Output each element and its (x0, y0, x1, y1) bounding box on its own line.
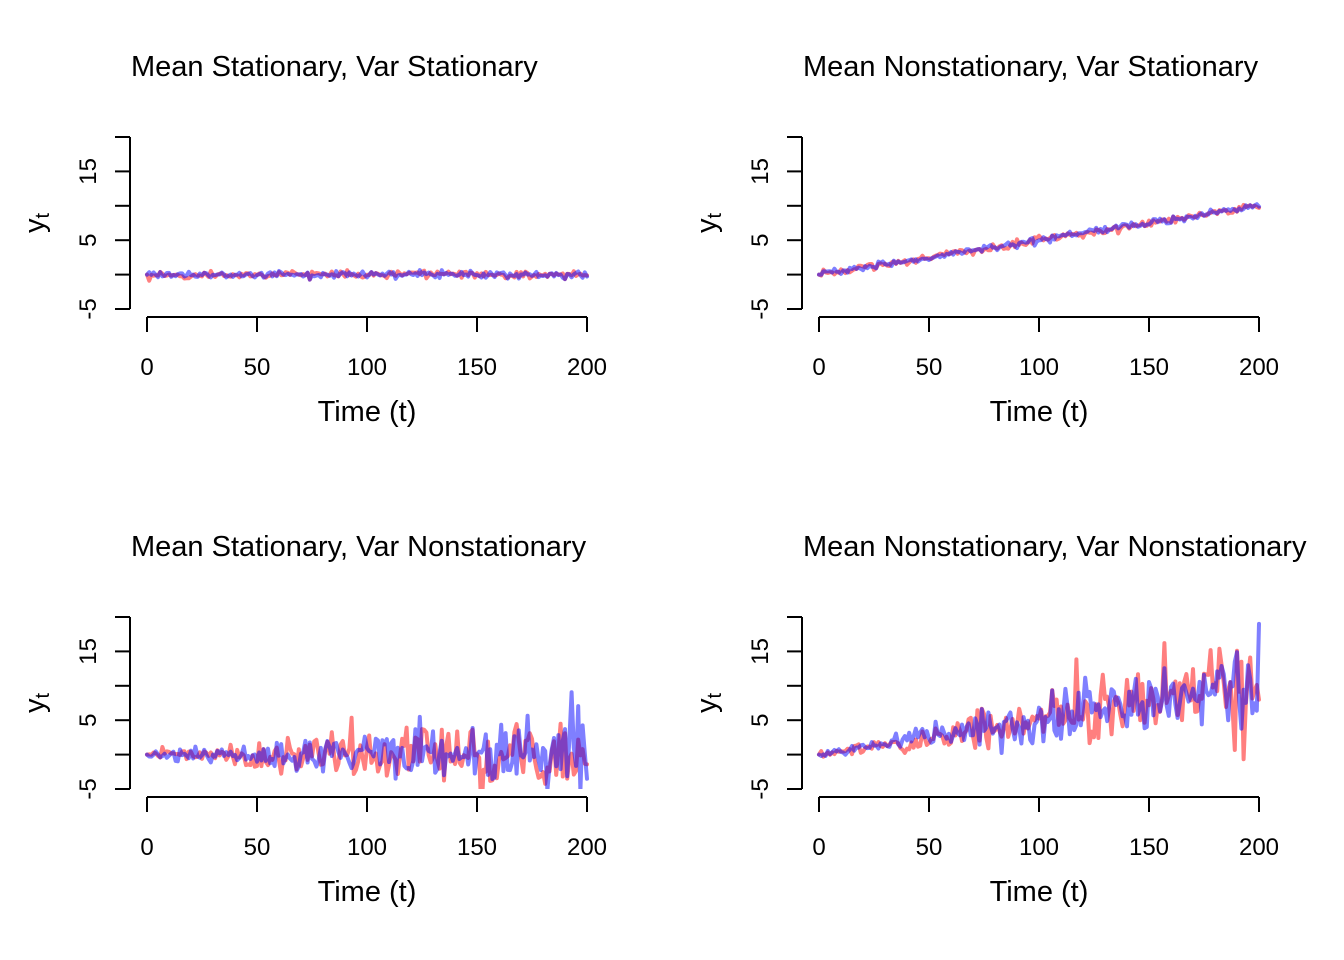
panel-bottom-right: Mean Nonstationary, Var Nonstationary -5 5… (691, 531, 1307, 908)
y-tick-label: -5 (747, 778, 774, 799)
y-tick-label: 15 (747, 638, 774, 665)
series-group (817, 202, 1261, 278)
x-tick-label: 200 (567, 834, 607, 861)
x-tick-label: 50 (244, 834, 271, 861)
x-tick-label: 150 (1129, 354, 1169, 381)
x-tick-label: 50 (916, 354, 943, 381)
x-tick-label: 0 (812, 354, 825, 381)
x-tick-label: 0 (140, 834, 153, 861)
y-tick-label: 15 (75, 638, 102, 665)
x-tick-label: 50 (244, 354, 271, 381)
series-group (145, 690, 589, 789)
panel-title: Mean Nonstationary, Var Stationary (803, 51, 1259, 83)
x-tick-label: 150 (457, 834, 497, 861)
series-blue-line (145, 268, 589, 282)
panel-top-right: Mean Nonstationary, Var Stationary-55150… (691, 51, 1279, 428)
y-tick-label: 5 (75, 234, 102, 247)
x-tick-label: 100 (347, 354, 387, 381)
x-axis-label: Time (t) (318, 396, 417, 428)
panel-title: Mean Stationary, Var Nonstationary (131, 531, 587, 563)
y-tick-label: 15 (747, 158, 774, 185)
series-red-line (817, 641, 1261, 762)
y-tick-label: 5 (75, 714, 102, 727)
y-tick-label: 5 (747, 234, 774, 247)
panel-bottom-left: Mean Stationary, Var Nonstationary-55150… (19, 531, 607, 908)
x-tick-label: 100 (347, 834, 387, 861)
series-group (817, 621, 1261, 762)
x-tick-label: 150 (457, 354, 497, 381)
series-blue-line (817, 621, 1261, 758)
y-axis-label: yt (691, 213, 726, 234)
panel-title: Mean Nonstationary, Var Nonstationary (803, 531, 1307, 563)
x-tick-label: 0 (812, 834, 825, 861)
series-group (145, 268, 589, 283)
y-tick-label: 5 (747, 714, 774, 727)
panel-title: Mean Stationary, Var Stationary (131, 51, 538, 83)
x-tick-label: 200 (1239, 834, 1279, 861)
x-axis-label: Time (t) (318, 876, 417, 908)
series-blue-line (817, 202, 1261, 277)
x-tick-label: 100 (1019, 834, 1059, 861)
series-blue-line (145, 690, 589, 789)
y-tick-label: -5 (75, 298, 102, 319)
x-tick-label: 150 (1129, 834, 1169, 861)
x-axis-label: Time (t) (990, 876, 1089, 908)
x-tick-label: 0 (140, 354, 153, 381)
x-tick-label: 50 (916, 834, 943, 861)
x-tick-label: 200 (1239, 354, 1279, 381)
x-tick-label: 200 (567, 354, 607, 381)
x-axis-label: Time (t) (990, 396, 1089, 428)
y-tick-label: -5 (747, 298, 774, 319)
y-tick-label: 15 (75, 158, 102, 185)
y-tick-label: -5 (75, 778, 102, 799)
y-axis-label: yt (19, 693, 54, 714)
y-axis-label: yt (19, 213, 54, 234)
x-tick-label: 100 (1019, 354, 1059, 381)
y-axis-label: yt (691, 693, 726, 714)
